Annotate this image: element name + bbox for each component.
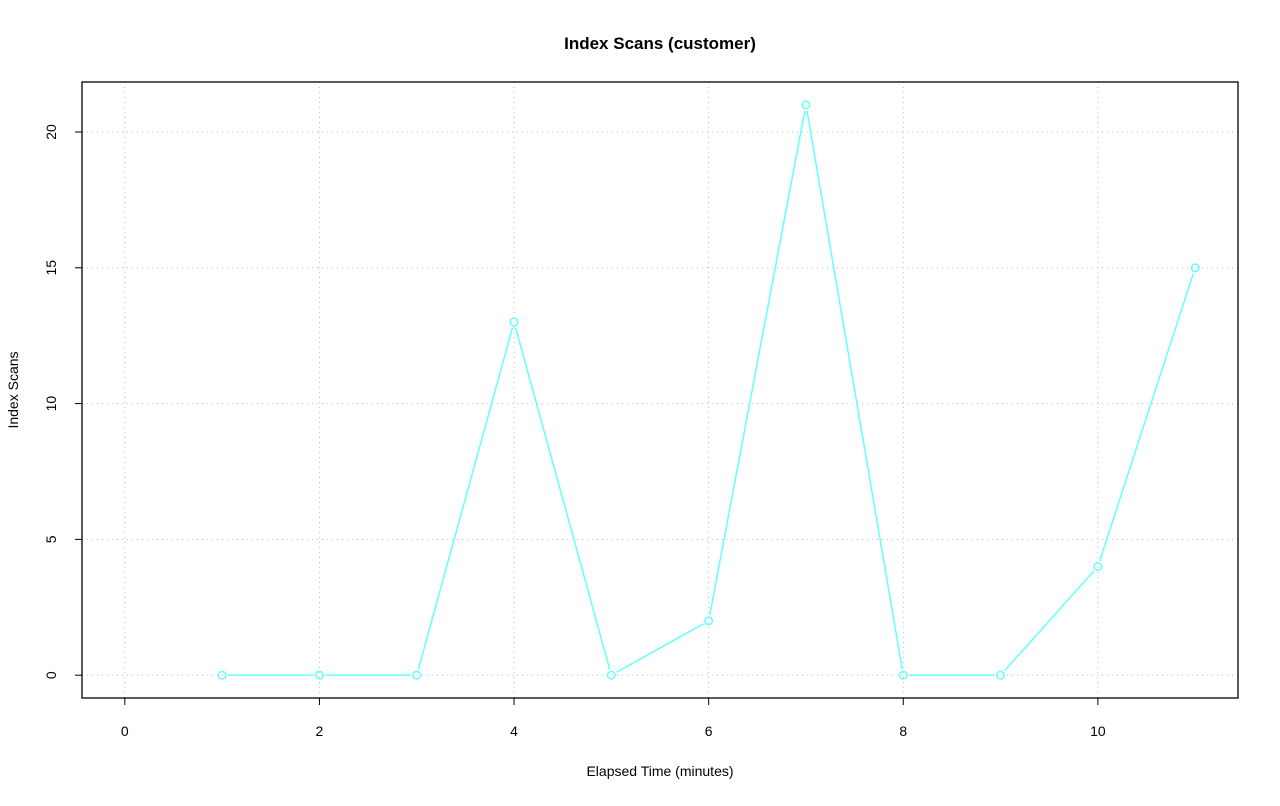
series-line-segment xyxy=(806,110,903,670)
series-line-segment xyxy=(1099,273,1195,562)
x-tick-label: 6 xyxy=(705,723,713,739)
data-point xyxy=(996,670,1006,680)
x-tick-label: 2 xyxy=(316,723,324,739)
data-point xyxy=(801,100,811,110)
data-point xyxy=(1093,561,1103,572)
y-tick-label: 20 xyxy=(43,124,59,140)
data-point xyxy=(704,616,714,626)
series-line-segment xyxy=(616,623,704,673)
chart-title: Index Scans (customer) xyxy=(564,34,756,53)
x-tick-label: 4 xyxy=(510,723,518,739)
y-tick-label: 10 xyxy=(43,396,59,412)
data-point xyxy=(217,670,227,680)
axes: 0 2 4 6 8 10 0 5 10 15 20 xyxy=(43,124,1106,739)
data-point xyxy=(314,670,324,680)
y-tick-label: 0 xyxy=(43,671,59,679)
series-line-segment xyxy=(1004,570,1095,672)
x-tick-label: 10 xyxy=(1090,723,1106,739)
x-tick-label: 0 xyxy=(121,723,129,739)
data-point xyxy=(898,670,908,680)
series-line-segment xyxy=(514,327,611,670)
y-tick-label: 15 xyxy=(43,260,59,276)
grid xyxy=(82,82,1238,698)
x-axis-label: Elapsed Time (minutes) xyxy=(586,763,733,779)
y-tick-label: 5 xyxy=(43,535,59,543)
data-point xyxy=(1190,263,1200,273)
data-point xyxy=(606,670,616,680)
plot-frame xyxy=(81,81,1239,699)
x-tick-label: 8 xyxy=(899,723,907,739)
data-point xyxy=(509,317,519,327)
data-point xyxy=(412,670,422,680)
y-axis-label: Index Scans xyxy=(5,351,21,428)
series-line-segment xyxy=(709,110,806,616)
series xyxy=(217,100,1200,680)
series-line-segment xyxy=(417,327,514,670)
